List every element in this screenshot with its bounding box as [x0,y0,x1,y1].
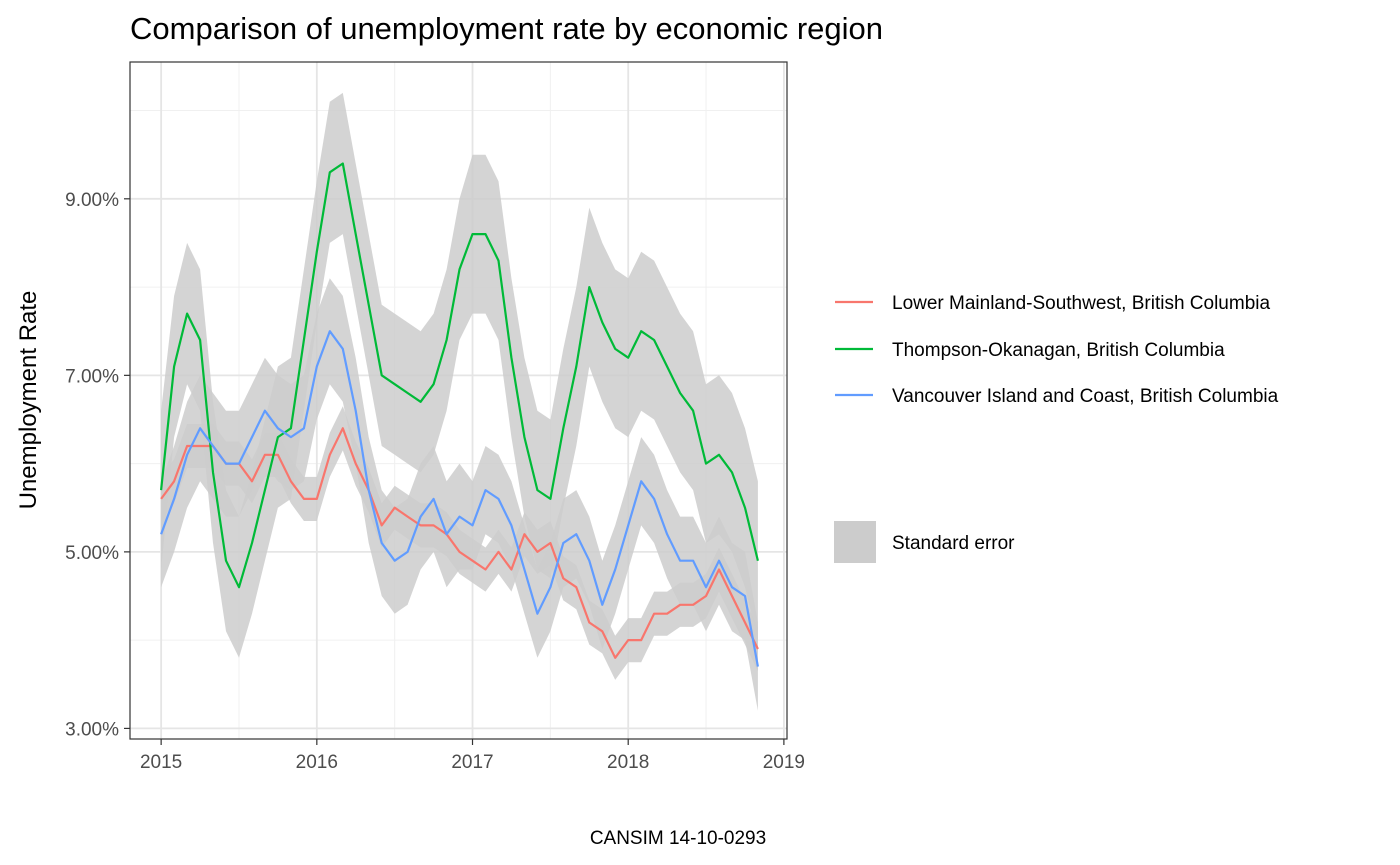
legend-entry-1: Lower Mainland-Southwest, British Columb… [892,293,1270,314]
y-tick-label: 3.00% [65,719,119,740]
x-tick-label: 2015 [140,752,182,773]
panel-border [129,61,788,740]
series-line-2 [160,162,759,589]
se-ribbon-3 [161,278,758,711]
series-line-1 [160,427,759,659]
legend: Lower Mainland-Southwest, British Columb… [834,293,1279,563]
legend-key-ribbon [834,521,876,563]
standard-error-ribbons [161,92,758,711]
y-tick-label: 7.00% [65,366,119,387]
legend-entry-3: Vancouver Island and Coast, British Colu… [892,386,1279,407]
y-tick-label: 9.00% [65,190,119,211]
x-tick-label: 2016 [296,752,338,773]
se-ribbon-2 [161,92,758,658]
y-tick-label: 5.00% [65,543,119,564]
chart-caption: CANSIM 14-10-0293 [590,828,766,849]
y-axis-label: Unemployment Rate [15,291,42,510]
series-line-3 [160,330,759,667]
x-tick-label: 2018 [607,752,649,773]
series-lines [160,162,759,667]
x-tick-label: 2019 [763,752,805,773]
legend-entry-standard-error: Standard error [892,533,1015,554]
x-tick-label: 2017 [451,752,493,773]
chart-title: Comparison of unemployment rate by econo… [130,11,883,46]
legend-entry-2: Thompson-Okanagan, British Columbia [892,340,1225,361]
axes: 2015 2016 2017 2018 2019 3.00% 5.00% 7.00% 9.00% [65,190,805,773]
